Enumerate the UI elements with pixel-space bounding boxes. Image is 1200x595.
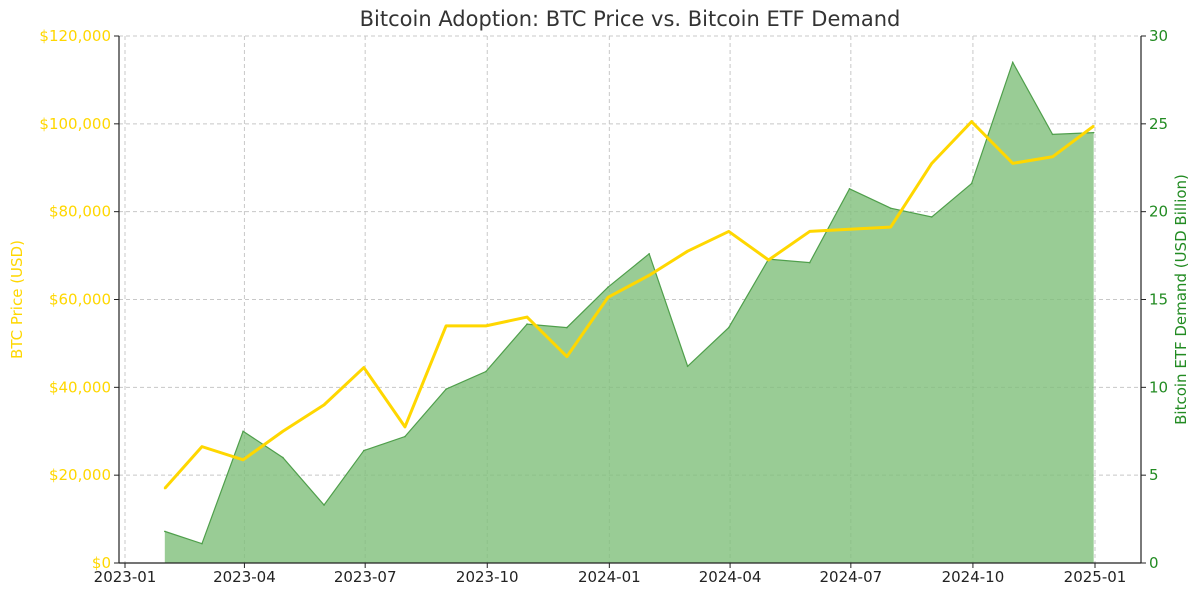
etf-data-point	[164, 530, 166, 533]
left-axis-label: BTC Price (USD)	[8, 240, 26, 359]
right-axis-label: Bitcoin ETF Demand (USD Billion)	[1172, 174, 1190, 425]
etf-data-point	[363, 449, 365, 452]
x-tick-label: 2023-07	[334, 568, 397, 586]
x-tick-label: 2023-01	[94, 568, 157, 586]
btc-price-line-series	[163, 120, 1095, 490]
x-tick-label: 2024-04	[699, 568, 762, 586]
etf-data-point	[808, 261, 811, 264]
btc-price-point	[1011, 162, 1014, 165]
right-tick-label: 10	[1149, 378, 1168, 396]
etf-data-point	[1092, 131, 1095, 134]
btc-price-point	[323, 403, 326, 406]
etf-data-point	[848, 188, 851, 190]
etf-data-point	[445, 388, 447, 390]
right-tick-label: 0	[1149, 554, 1159, 572]
etf-data-point	[930, 216, 933, 218]
etf-data-point	[242, 430, 244, 433]
left-tick-label: $100,000	[39, 115, 111, 133]
btc-price-point	[607, 296, 610, 299]
left-tick-label: $20,000	[49, 466, 111, 484]
chart-title: Bitcoin Adoption: BTC Price vs. Bitcoin …	[360, 7, 901, 31]
btc-price-point	[970, 120, 973, 123]
btc-price-point	[281, 430, 284, 433]
btc-price-point	[200, 445, 203, 448]
btc-price-point	[848, 228, 851, 231]
right-tick-label: 5	[1149, 466, 1159, 484]
etf-data-point	[1011, 61, 1014, 64]
btc-price-point	[930, 162, 933, 165]
etf-data-point	[201, 542, 203, 545]
axes	[114, 35, 1146, 568]
left-tick-label: $0	[92, 554, 111, 572]
btc-price-point	[163, 487, 166, 490]
etf-data-point	[282, 456, 284, 459]
etf-data-point	[686, 365, 689, 368]
etf-demand-outline	[164, 60, 1094, 545]
left-tick-label: $120,000	[39, 27, 111, 45]
btc-price-point	[648, 274, 651, 277]
etf-data-point	[485, 370, 487, 373]
tick-labels: $0 $20,000 $40,000 $60,000 $80,000 $100,000 $1…	[39, 27, 1168, 586]
btc-price-point	[445, 324, 448, 327]
btc-price-point	[889, 226, 892, 229]
btc-price-point	[526, 316, 529, 319]
x-tick-label: 2025-01	[1064, 568, 1127, 586]
x-tick-label: 2023-04	[213, 568, 276, 586]
btc-price-point	[1092, 125, 1095, 128]
btc-price-point	[808, 230, 811, 233]
btc-price-point	[403, 425, 406, 428]
etf-data-point	[889, 207, 892, 209]
x-tick-label: 2024-01	[578, 568, 641, 586]
x-tick-label: 2024-10	[942, 568, 1005, 586]
right-tick-label: 30	[1149, 27, 1168, 45]
etf-data-point	[404, 435, 406, 438]
etf-demand-area	[164, 62, 1094, 563]
etf-data-point	[526, 323, 528, 325]
right-tick-label: 20	[1149, 203, 1168, 221]
btc-price-point	[1051, 155, 1054, 158]
btc-price-point	[362, 366, 365, 369]
btc-price-point	[242, 458, 245, 461]
etf-data-point	[607, 286, 609, 289]
left-tick-label: $40,000	[49, 378, 111, 396]
etf-data-point	[323, 504, 325, 506]
right-tick-label: 15	[1149, 291, 1168, 309]
etf-data-point	[648, 253, 650, 255]
etf-data-point	[727, 326, 730, 329]
x-tick-label: 2023-10	[456, 568, 519, 586]
etf-data-point	[970, 182, 973, 185]
right-tick-label: 25	[1149, 115, 1168, 133]
etf-data-point	[566, 326, 568, 329]
etf-data-point	[1051, 133, 1054, 136]
btc-price-point	[565, 355, 568, 358]
btc-price-point	[484, 324, 487, 327]
btc-price-point	[686, 250, 689, 253]
btc-price-point	[767, 258, 770, 261]
left-tick-label: $60,000	[49, 291, 111, 309]
left-tick-label: $80,000	[49, 203, 111, 221]
etf-demand-area-series	[164, 60, 1095, 563]
x-tick-label: 2024-07	[819, 568, 882, 586]
btc-price-line	[163, 120, 1095, 490]
btc-price-point	[727, 230, 730, 233]
